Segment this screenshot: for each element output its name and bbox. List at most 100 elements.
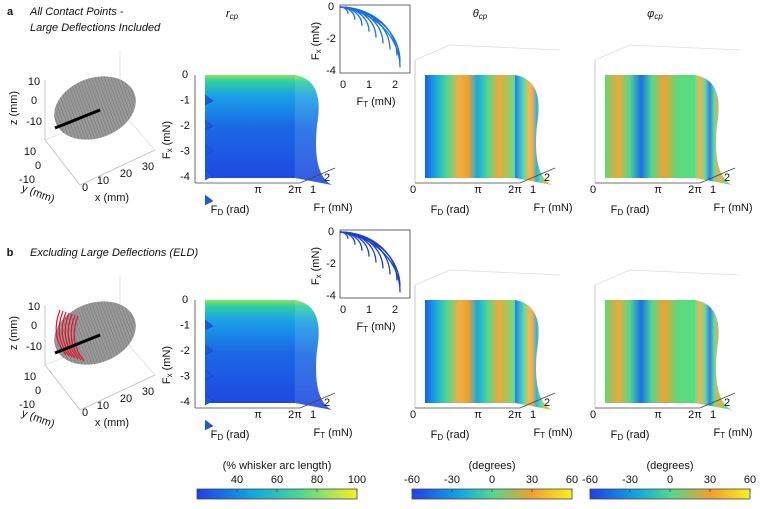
fd-axis-label: FD (rad) (431, 429, 470, 442)
colorbar-tick-label: 60 (271, 474, 283, 486)
inset-frame (339, 229, 411, 299)
fd-axis-label-main: F (211, 429, 218, 441)
ft-axis-label-main: F (713, 202, 720, 214)
ft-axis-label-unit: (mN) (328, 427, 352, 439)
axis-line (449, 269, 561, 276)
ft-tick-label: 1 (710, 409, 716, 421)
fx-tick-label: -4 (180, 171, 190, 183)
inset-x-tick-label: 0 (340, 79, 346, 91)
colorbar-tick-label: 30 (526, 474, 538, 486)
ft-tick-label: 2 (544, 397, 550, 409)
fx-tick-label: -1 (180, 319, 190, 331)
surface-fold (204, 94, 214, 106)
inset-x-tick-label: 1 (366, 79, 372, 91)
fd-tick-label: 2π (288, 184, 302, 196)
surface-side (515, 75, 552, 185)
axis-line (594, 269, 631, 286)
inset-x-axis-label-main: F (356, 96, 363, 108)
y-tick-label: 10 (24, 146, 36, 158)
axis-line (699, 167, 736, 184)
axis-line (519, 167, 556, 184)
fd-axis-label: FD (rad) (431, 204, 470, 217)
fx-axis-label: Fx (mN) (161, 121, 174, 159)
fd-tick-label: π (254, 409, 262, 421)
whisker-contact-cloud (54, 76, 136, 140)
colorbar-tick-label: -60 (404, 474, 420, 486)
surface (605, 75, 695, 178)
inset-y-tick-label: 0 (328, 226, 334, 238)
fd-tick-label: π (654, 409, 662, 421)
fx-axis-label-sub: x (165, 373, 174, 377)
surface (205, 75, 295, 178)
inset-y-axis-label-sub: x (314, 49, 323, 53)
colorbar-tick-label: 40 (231, 474, 243, 486)
fd-axis-label-sub: D (217, 433, 223, 442)
surface-fold (204, 169, 214, 181)
axis-line (299, 392, 336, 409)
fx-tick-label: -4 (180, 396, 190, 408)
column-title: rcp (226, 8, 239, 21)
surface-side (515, 300, 552, 410)
colorbar-label: (degrees) (646, 460, 693, 472)
column-title: θcp (473, 8, 488, 21)
y-tick-label: 0 (35, 385, 41, 397)
colorbar-label: (% whisker arc length) (223, 460, 332, 472)
colorbar-tick-label: -60 (582, 474, 598, 486)
axis-line (44, 139, 81, 186)
surface-fold (204, 419, 214, 431)
column-title-sub: cp (230, 12, 239, 21)
ft-tick-label: 1 (530, 409, 536, 421)
colorbar-tick-label: 100 (348, 474, 366, 486)
ft-tick-label: 2 (324, 172, 330, 184)
column-title-main: φ (647, 8, 654, 20)
x-axis-label: x (mm) (95, 417, 129, 429)
inset-x-tick-label: 1 (366, 304, 372, 316)
inset-y-tick-label: -2 (326, 258, 336, 270)
axis-line (414, 44, 451, 61)
eld-contact-arc (67, 313, 79, 360)
inset-frame (339, 4, 411, 74)
ft-tick-label: 2 (544, 172, 550, 184)
column-title: φcp (647, 8, 663, 21)
fd-axis-label-main: F (611, 429, 618, 441)
fd-axis-label-sub: D (437, 208, 443, 217)
ft-tick-label: 1 (310, 184, 316, 196)
surface-side (695, 300, 732, 410)
ft-axis-label-main: F (713, 427, 720, 439)
axis-line (79, 149, 156, 186)
inset-x-axis-label: FT (mN) (356, 96, 395, 109)
y-tick-label: -10 (19, 399, 35, 411)
z-tick-label: 10 (28, 76, 40, 88)
fx-axis-label-unit: (mN) (161, 121, 173, 145)
inset-y-tick-label: -2 (326, 33, 336, 45)
whisker-contact-cloud (54, 301, 136, 365)
colorbar-tick-label: 60 (566, 474, 578, 486)
inset-y-tick-label: 0 (328, 1, 334, 13)
eld-contact-arc (61, 311, 73, 358)
x-tick-label: 20 (120, 393, 132, 405)
column-title-sub: cp (654, 12, 663, 21)
fx-axis-label-main: F (161, 152, 173, 159)
z-tick-label: -10 (26, 341, 42, 353)
surface (605, 300, 695, 403)
axis-line (519, 392, 556, 409)
colorbar-label: (degrees) (468, 460, 515, 472)
panel-subtitle: All Contact Points - (29, 6, 124, 18)
fd-tick-label: π (474, 184, 482, 196)
fx-tick-label: -2 (180, 120, 190, 132)
fx-tick-label: -1 (180, 94, 190, 106)
ft-tick-label: 2 (324, 397, 330, 409)
ft-tick-label: 2 (724, 397, 730, 409)
whisker (54, 333, 101, 355)
panel-letter: b (7, 247, 14, 259)
inset-x-axis-label-unit: (mN) (371, 96, 395, 108)
fd-axis-label: FD (rad) (611, 429, 650, 442)
surface-side (695, 75, 732, 185)
colorbar-tick-label: 0 (667, 474, 673, 486)
inset-y-tick-label: -4 (326, 290, 336, 302)
y-axis-label: y (mm) (20, 182, 56, 205)
inset-y-axis-label-sub: x (314, 274, 323, 278)
eld-contact-arc (70, 314, 82, 361)
surface-fold (204, 319, 214, 331)
fd-tick-label: 2π (508, 409, 522, 421)
